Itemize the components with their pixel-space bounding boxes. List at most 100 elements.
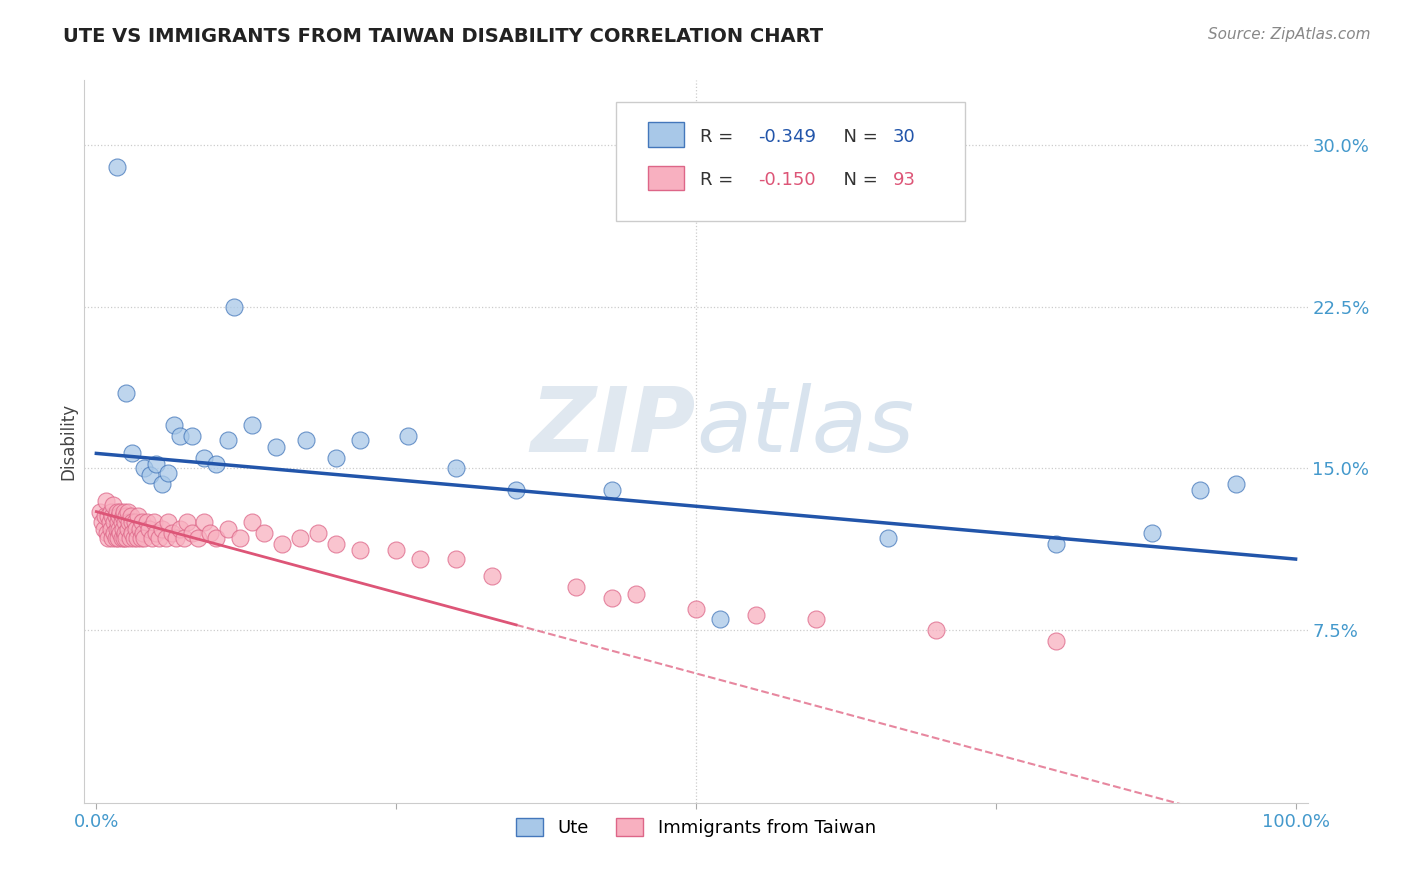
Point — [100, 522, 122, 536]
Point — [193, 450, 215, 465]
Point — [135, 516, 157, 530]
Point — [224, 300, 246, 314]
Point — [709, 612, 731, 626]
Point — [110, 516, 132, 530]
Point — [131, 516, 153, 530]
Point — [94, 493, 117, 508]
Point — [685, 601, 707, 615]
Text: Source: ZipAtlas.com: Source: ZipAtlas.com — [1208, 27, 1371, 42]
Point — [110, 526, 132, 541]
Point — [134, 461, 156, 475]
Point — [93, 522, 115, 536]
Point — [290, 531, 312, 545]
Point — [104, 531, 127, 545]
Point — [100, 505, 122, 519]
Point — [105, 505, 128, 519]
Point — [111, 522, 134, 536]
Point — [505, 483, 527, 497]
Point — [114, 516, 136, 530]
Point — [157, 466, 180, 480]
Point — [181, 429, 204, 443]
Point — [349, 543, 371, 558]
Point — [105, 522, 128, 536]
Point — [271, 537, 294, 551]
Point — [325, 450, 347, 465]
Point — [181, 526, 204, 541]
Point — [117, 505, 139, 519]
Point — [165, 531, 187, 545]
Point — [115, 531, 138, 545]
Point — [169, 522, 191, 536]
Point — [385, 543, 408, 558]
Point — [121, 446, 143, 460]
Point — [121, 516, 143, 530]
Point — [240, 516, 263, 530]
Point — [217, 522, 239, 536]
Text: 30: 30 — [893, 128, 915, 145]
Point — [176, 516, 198, 530]
FancyBboxPatch shape — [648, 166, 683, 190]
Point — [169, 429, 191, 443]
Point — [110, 531, 132, 545]
Point — [91, 516, 114, 530]
Point — [118, 531, 141, 545]
Point — [876, 531, 898, 545]
Point — [139, 467, 162, 482]
Point — [600, 483, 623, 497]
Point — [217, 434, 239, 448]
Point — [148, 531, 170, 545]
Point — [307, 526, 329, 541]
Point — [129, 531, 152, 545]
Point — [925, 624, 948, 638]
Point — [89, 505, 111, 519]
Text: N =: N = — [832, 171, 883, 189]
Point — [264, 440, 287, 454]
Point — [110, 505, 132, 519]
Point — [127, 531, 149, 545]
Point — [101, 508, 124, 523]
Point — [205, 457, 228, 471]
Point — [112, 531, 135, 545]
Text: -0.150: -0.150 — [758, 171, 815, 189]
Point — [115, 508, 138, 523]
Point — [187, 531, 209, 545]
Point — [1188, 483, 1211, 497]
Point — [229, 531, 252, 545]
Point — [117, 522, 139, 536]
Point — [122, 531, 145, 545]
Point — [804, 612, 827, 626]
Point — [120, 508, 142, 523]
Point — [396, 429, 419, 443]
Point — [624, 586, 647, 600]
Legend: Ute, Immigrants from Taiwan: Ute, Immigrants from Taiwan — [509, 811, 883, 845]
Point — [111, 508, 134, 523]
Point — [481, 569, 503, 583]
Point — [107, 531, 129, 545]
Point — [108, 522, 131, 536]
Point — [134, 531, 156, 545]
Text: UTE VS IMMIGRANTS FROM TAIWAN DISABILITY CORRELATION CHART: UTE VS IMMIGRANTS FROM TAIWAN DISABILITY… — [63, 27, 824, 45]
Point — [124, 516, 146, 530]
Point — [105, 160, 128, 174]
Point — [128, 522, 150, 536]
Point — [325, 537, 347, 551]
Point — [101, 531, 124, 545]
Point — [150, 522, 173, 536]
Point — [160, 526, 183, 541]
Point — [118, 516, 141, 530]
Point — [115, 386, 138, 401]
Point — [444, 552, 467, 566]
Point — [138, 522, 160, 536]
Point — [97, 508, 120, 523]
Point — [103, 516, 125, 530]
Point — [150, 476, 173, 491]
Point — [240, 418, 263, 433]
Point — [108, 508, 131, 523]
Point — [127, 508, 149, 523]
Point — [1045, 537, 1067, 551]
Point — [104, 508, 127, 523]
Text: R =: R = — [700, 128, 738, 145]
Point — [173, 531, 195, 545]
Point — [132, 526, 155, 541]
Text: R =: R = — [700, 171, 738, 189]
